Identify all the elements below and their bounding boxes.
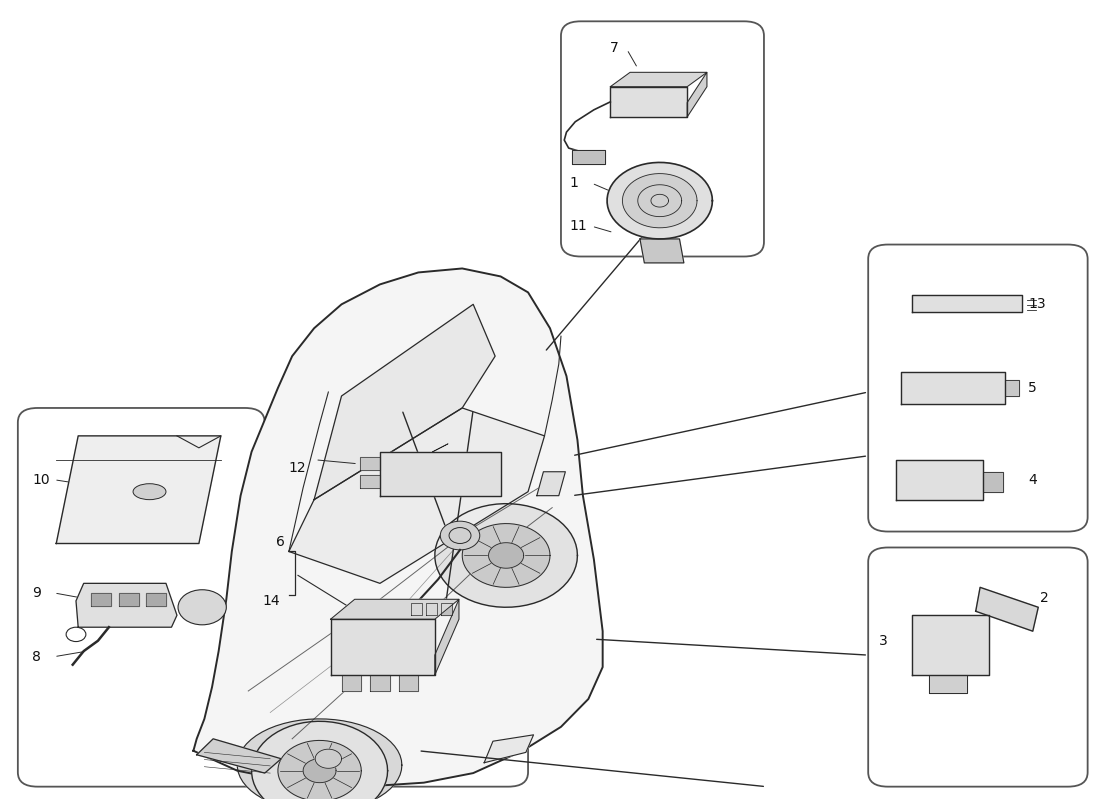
Polygon shape xyxy=(623,174,697,228)
Polygon shape xyxy=(370,675,389,691)
Polygon shape xyxy=(912,294,1022,312)
Polygon shape xyxy=(928,675,967,693)
Text: 11: 11 xyxy=(570,219,587,234)
Polygon shape xyxy=(360,458,379,470)
Polygon shape xyxy=(331,599,459,619)
Text: 2: 2 xyxy=(1041,590,1049,605)
Text: 1: 1 xyxy=(570,176,579,190)
Polygon shape xyxy=(651,194,669,207)
Polygon shape xyxy=(331,619,434,675)
Polygon shape xyxy=(537,472,565,496)
Polygon shape xyxy=(434,504,578,607)
Polygon shape xyxy=(119,593,139,606)
Polygon shape xyxy=(976,587,1038,631)
Polygon shape xyxy=(194,269,603,786)
Circle shape xyxy=(178,590,227,625)
FancyBboxPatch shape xyxy=(868,547,1088,786)
Polygon shape xyxy=(912,615,989,675)
Polygon shape xyxy=(610,86,688,117)
Polygon shape xyxy=(901,372,1005,404)
Polygon shape xyxy=(379,452,500,496)
Polygon shape xyxy=(238,719,402,800)
Polygon shape xyxy=(304,758,336,782)
Text: 12: 12 xyxy=(289,461,307,474)
Polygon shape xyxy=(434,599,459,675)
Polygon shape xyxy=(983,472,1003,492)
Polygon shape xyxy=(252,722,387,800)
Polygon shape xyxy=(432,444,448,452)
Polygon shape xyxy=(316,749,341,768)
Text: 7: 7 xyxy=(610,41,619,54)
Polygon shape xyxy=(688,72,707,117)
Text: 13: 13 xyxy=(1028,297,1046,310)
Text: 6: 6 xyxy=(276,535,285,549)
Polygon shape xyxy=(410,603,421,615)
FancyBboxPatch shape xyxy=(276,408,528,786)
FancyBboxPatch shape xyxy=(868,245,1088,531)
Text: 10: 10 xyxy=(32,473,50,486)
Ellipse shape xyxy=(133,484,166,500)
Polygon shape xyxy=(607,162,713,239)
Text: 8: 8 xyxy=(32,650,41,664)
Polygon shape xyxy=(76,583,177,627)
Polygon shape xyxy=(895,460,983,500)
Polygon shape xyxy=(315,304,495,500)
Polygon shape xyxy=(638,185,682,217)
Polygon shape xyxy=(146,593,166,606)
Polygon shape xyxy=(426,603,437,615)
Text: 3: 3 xyxy=(879,634,888,648)
Polygon shape xyxy=(484,735,534,762)
Polygon shape xyxy=(56,436,221,543)
Circle shape xyxy=(440,521,480,550)
Polygon shape xyxy=(360,475,379,488)
Polygon shape xyxy=(289,408,544,583)
Polygon shape xyxy=(278,741,361,800)
Circle shape xyxy=(449,527,471,543)
Text: 14: 14 xyxy=(263,594,280,608)
Polygon shape xyxy=(1005,380,1019,396)
Polygon shape xyxy=(91,593,111,606)
Polygon shape xyxy=(197,739,282,773)
FancyBboxPatch shape xyxy=(18,408,265,786)
Polygon shape xyxy=(441,603,452,615)
Text: 9: 9 xyxy=(32,586,41,600)
Polygon shape xyxy=(572,150,605,164)
Polygon shape xyxy=(640,239,684,263)
Text: 4: 4 xyxy=(1028,473,1037,486)
Polygon shape xyxy=(610,72,707,86)
Polygon shape xyxy=(462,523,550,587)
Polygon shape xyxy=(488,542,524,568)
Polygon shape xyxy=(341,675,361,691)
Polygon shape xyxy=(398,675,418,691)
Text: 5: 5 xyxy=(1028,381,1037,395)
FancyBboxPatch shape xyxy=(561,22,764,257)
